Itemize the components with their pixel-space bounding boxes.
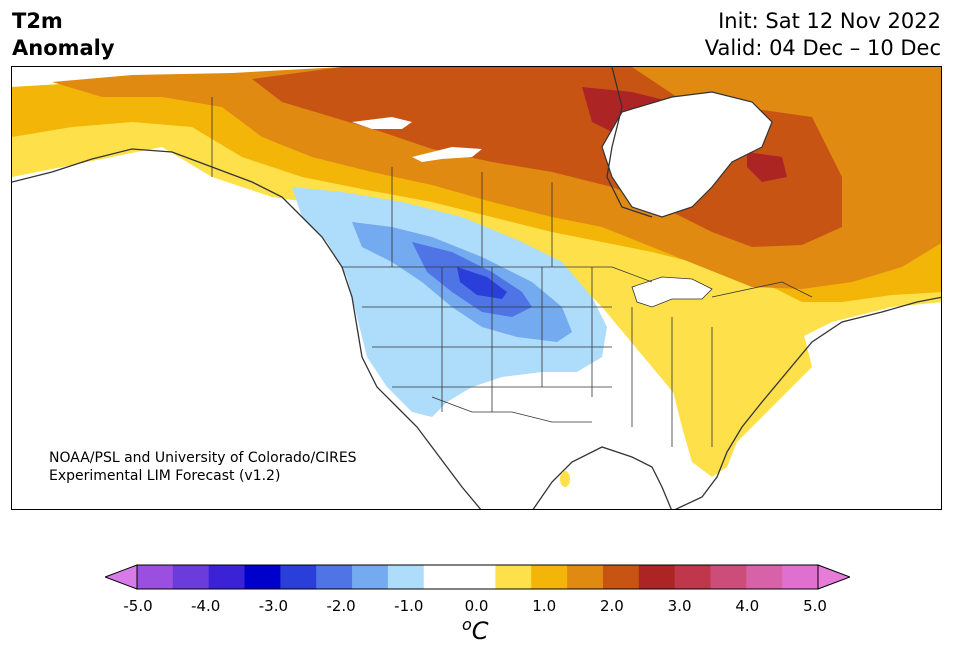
colorbar-swatch (782, 565, 819, 589)
colorbar-swatch (459, 565, 496, 589)
colorbar-tick-label: -5.0 (123, 597, 153, 615)
colorbar-swatch (244, 565, 281, 589)
colorbar-swatch (137, 565, 174, 589)
colorbar-swatch (495, 565, 532, 589)
colorbar-ticks: -5.0 -4.0 -3.0 -2.0 -1.0 0.0 1.0 2.0 3.0 4.0 5.0 (0, 597, 953, 617)
colorbar-swatch (316, 565, 353, 589)
anomaly-red-labrador (747, 152, 787, 182)
colorbar-swatch (638, 565, 676, 589)
great-lakes (631, 276, 713, 308)
hudson-bay (601, 91, 773, 218)
colorbar-extend-high (817, 564, 850, 590)
unit-degree: o (462, 615, 472, 634)
title-variable: T2m (12, 9, 63, 33)
colorbar-swatch (352, 565, 389, 589)
init-date: Init: Sat 12 Nov 2022 (718, 9, 941, 33)
colorbar-swatch (172, 565, 210, 589)
colorbar-tick-label: -2.0 (326, 597, 356, 615)
colorbar-tick-label: -3.0 (258, 597, 289, 615)
anomaly-deep-blue (457, 267, 507, 299)
colorbar-swatch (208, 565, 246, 589)
colorbar-swatch (531, 565, 568, 589)
anomaly-map (11, 66, 942, 510)
colorbar-extend-low (105, 564, 138, 590)
colorbar-swatch (602, 565, 640, 589)
plot-title: T2m Anomaly (12, 8, 115, 62)
colorbar (105, 564, 850, 590)
great-slave-lake (352, 117, 412, 129)
map-canvas (12, 67, 941, 509)
colorbar-swatch (567, 565, 604, 589)
data-credit: NOAA/PSL and University of Colorado/CIRE… (49, 449, 357, 485)
colorbar-swatch (710, 565, 747, 589)
colorbar-swatch (280, 565, 317, 589)
colorbar-tick-label: 4.0 (735, 597, 760, 615)
colorbar-outline (136, 564, 819, 590)
colorbar-tick-label: 1.0 (532, 597, 557, 615)
credit-line1: NOAA/PSL and University of Colorado/CIRE… (49, 450, 357, 466)
anomaly-yellow-se (672, 322, 812, 477)
colorbar-swatch (423, 565, 461, 589)
colorbar-tick-label: 3.0 (667, 597, 692, 615)
great-bear-lake (412, 147, 482, 162)
coastlines (12, 67, 941, 509)
political-borders (211, 97, 813, 447)
colorbar-swatch (674, 565, 711, 589)
colorbar-tick-label: -1.0 (394, 597, 424, 615)
title-anomaly: Anomaly (12, 36, 115, 60)
colorbar-tick-label: 0.0 (464, 597, 489, 615)
credit-line2: Experimental LIM Forecast (v1.2) (49, 468, 281, 484)
forecast-dates: Init: Sat 12 Nov 2022 Valid: 04 Dec – 10… (705, 8, 941, 62)
unit-base: C (471, 617, 489, 645)
anomaly-yellow-gulf (560, 471, 570, 487)
colorbar-swatch (387, 565, 425, 589)
colorbar-tick-label: 5.0 (803, 597, 827, 615)
colorbar-tick-label: -4.0 (191, 597, 221, 615)
valid-range: Valid: 04 Dec – 10 Dec (704, 36, 941, 60)
unit-label: oC (462, 615, 489, 645)
colorbar-swatch (746, 565, 783, 589)
colorbar-tick-label: 2.0 (599, 597, 624, 615)
